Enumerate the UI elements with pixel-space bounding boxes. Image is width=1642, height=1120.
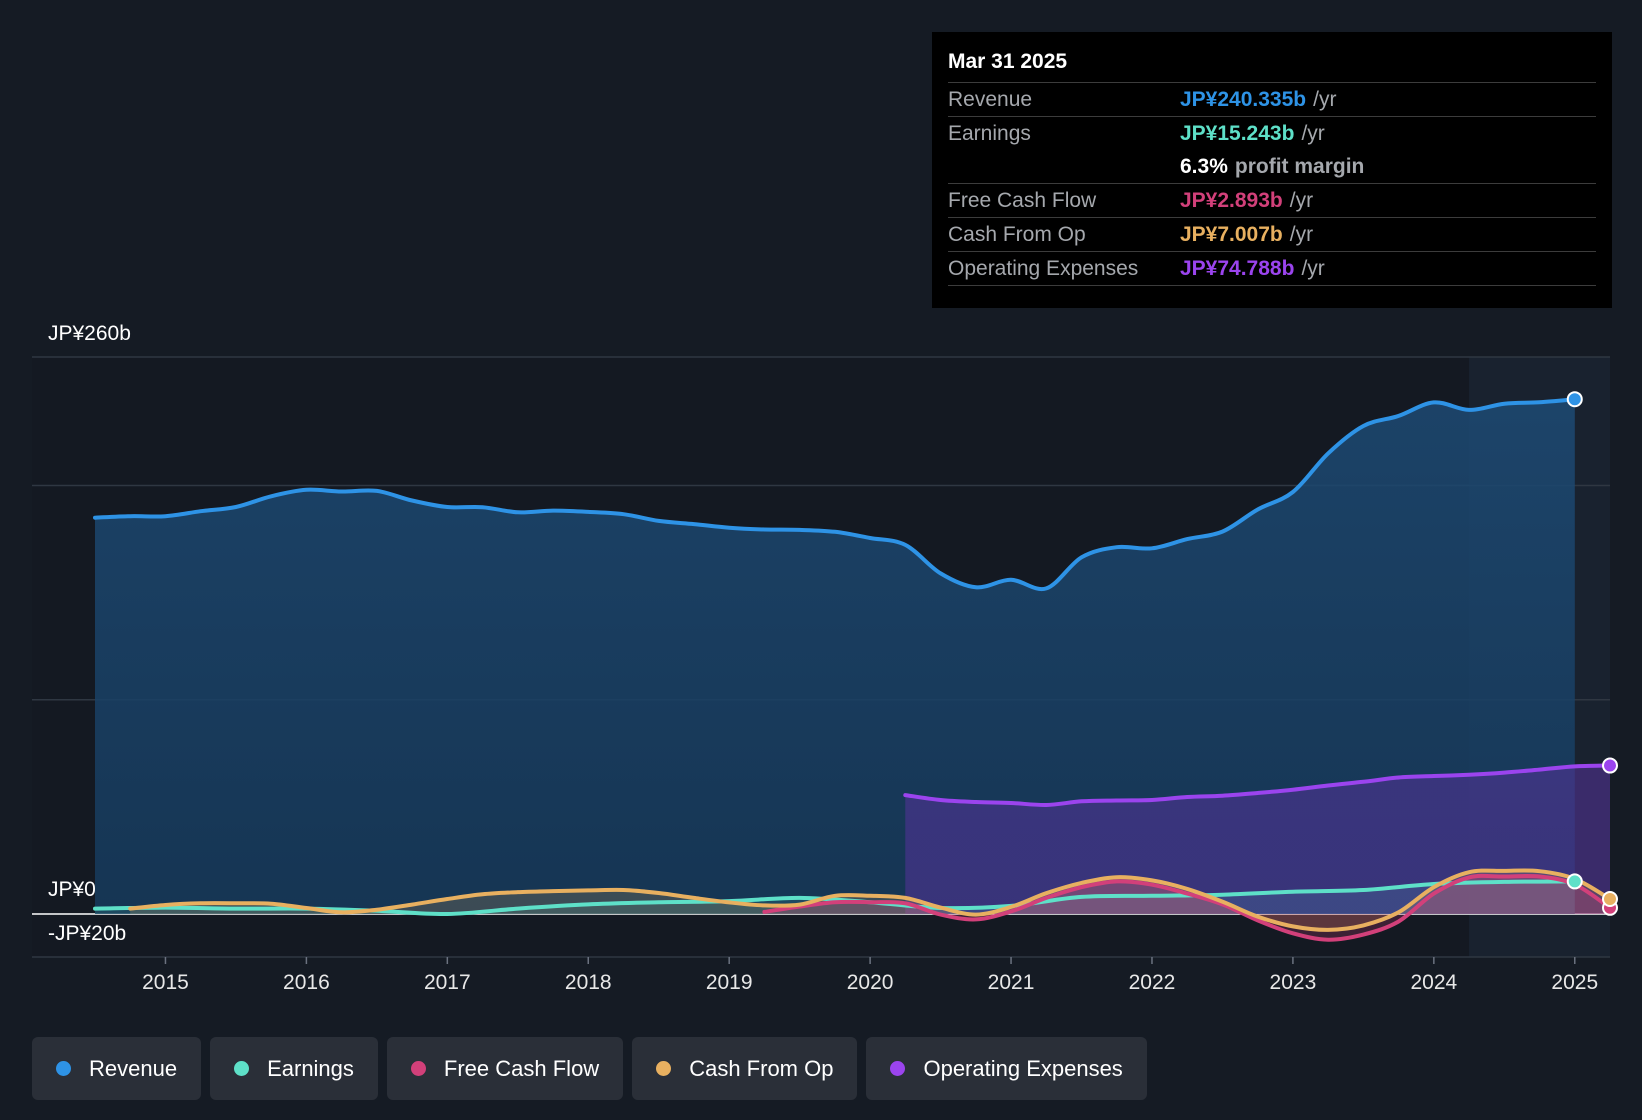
x-tick-label: 2020 bbox=[847, 971, 894, 994]
y-label-bottom: -JP¥20b bbox=[48, 922, 126, 945]
endpoint-cash-from-op bbox=[1602, 891, 1618, 908]
tooltip-label: Revenue bbox=[948, 87, 1033, 111]
x-axis-ticks: 2015 2016 2017 2018 2019 2020 2021 2022 2023 2024… bbox=[142, 957, 1598, 994]
x-tick-label: 2025 bbox=[1551, 971, 1598, 994]
legend-label: Free Cash Flow bbox=[443, 1055, 600, 1081]
tooltip-row-cash-from-op: Cash From Op JP¥7.007b /yr bbox=[948, 217, 1596, 251]
legend-item-earnings[interactable]: Earnings bbox=[210, 1037, 378, 1100]
area-cash-from-op bbox=[130, 870, 1611, 930]
tooltip-label: Operating Expenses bbox=[948, 256, 1139, 280]
tooltip-value: JP¥240.335b bbox=[1180, 87, 1307, 111]
x-tick-label: 2015 bbox=[142, 971, 189, 994]
tooltip-value: JP¥7.007b bbox=[1180, 222, 1283, 246]
x-tick-label: 2017 bbox=[424, 971, 471, 994]
line-free-cash-flow bbox=[762, 873, 1612, 942]
legend-dot-icon bbox=[56, 1061, 71, 1076]
endpoint-earnings bbox=[1566, 873, 1583, 890]
y-label-zero: JP¥0 bbox=[48, 878, 96, 901]
tooltip-row-profit-margin: 6.3% profit margin bbox=[948, 150, 1596, 183]
x-tick-label: 2021 bbox=[988, 971, 1035, 994]
x-tick-label: 2022 bbox=[1129, 971, 1176, 994]
x-tick-label: 2023 bbox=[1270, 971, 1317, 994]
series-lines bbox=[93, 397, 1612, 942]
series-endpoints bbox=[1566, 391, 1618, 916]
legend-dot-icon bbox=[410, 1061, 426, 1076]
tooltip-label: Earnings bbox=[948, 121, 1031, 145]
line-cash-from-op bbox=[128, 868, 1612, 932]
tooltip-value: JP¥2.893b bbox=[1180, 188, 1283, 212]
tooltip-date: Mar 31 2025 bbox=[948, 50, 1068, 73]
tooltip-value: 6.3% bbox=[1180, 154, 1228, 178]
area-free-cash-flow bbox=[764, 875, 1610, 940]
legend-dot-icon bbox=[890, 1061, 906, 1076]
y-label-top: JP¥260b bbox=[48, 322, 131, 345]
legend: Revenue Earnings Free Cash Flow Cash Fro… bbox=[32, 1037, 1147, 1100]
legend-label: Revenue bbox=[89, 1055, 178, 1081]
area-revenue bbox=[95, 399, 1575, 914]
tooltip-row-earnings: Earnings JP¥15.243b /yr bbox=[948, 116, 1596, 150]
tooltip-unit: /yr bbox=[1301, 121, 1325, 145]
line-earnings bbox=[93, 879, 1577, 917]
tooltip-label: Free Cash Flow bbox=[948, 188, 1097, 212]
x-tick-label: 2016 bbox=[283, 971, 330, 994]
tooltip-unit: /yr bbox=[1313, 87, 1337, 111]
tooltip-row-revenue: Revenue JP¥240.335b /yr bbox=[948, 82, 1596, 116]
x-tick-label: 2019 bbox=[706, 971, 753, 994]
tooltip-unit: /yr bbox=[1289, 188, 1314, 212]
legend-item-free-cash-flow[interactable]: Free Cash Flow bbox=[386, 1037, 624, 1100]
area-earnings bbox=[95, 881, 1575, 915]
x-tick-label: 2024 bbox=[1410, 971, 1457, 994]
tooltip-value: JP¥15.243b bbox=[1180, 121, 1295, 145]
tooltip-unit: profit margin bbox=[1234, 154, 1365, 178]
line-operating-expenses bbox=[903, 763, 1612, 808]
tooltip-unit: /yr bbox=[1289, 222, 1314, 246]
tooltip-row-free-cash-flow: Free Cash Flow JP¥2.893b /yr bbox=[948, 183, 1596, 217]
line-revenue bbox=[93, 397, 1577, 592]
x-tick-label: 2018 bbox=[565, 971, 612, 994]
legend-item-cash-from-op[interactable]: Cash From Op bbox=[632, 1037, 858, 1100]
legend-label: Operating Expenses bbox=[923, 1055, 1123, 1081]
tooltip: Mar 31 2025 Revenue JP¥240.335b /yr Earn… bbox=[932, 32, 1612, 308]
legend-dot-icon bbox=[234, 1061, 250, 1076]
legend-label: Earnings bbox=[267, 1055, 354, 1081]
tooltip-value: JP¥74.788b bbox=[1180, 256, 1295, 280]
endpoint-operating-expenses bbox=[1602, 757, 1618, 774]
legend-item-revenue[interactable]: Revenue bbox=[32, 1037, 202, 1100]
tooltip-unit: /yr bbox=[1301, 256, 1325, 280]
legend-item-operating-expenses[interactable]: Operating Expenses bbox=[866, 1037, 1147, 1100]
legend-dot-icon bbox=[656, 1061, 672, 1076]
tooltip-label: Cash From Op bbox=[948, 222, 1086, 246]
tooltip-row-operating-expenses: Operating Expenses JP¥74.788b /yr bbox=[948, 251, 1596, 286]
legend-label: Cash From Op bbox=[689, 1055, 834, 1081]
endpoint-revenue bbox=[1566, 391, 1583, 408]
